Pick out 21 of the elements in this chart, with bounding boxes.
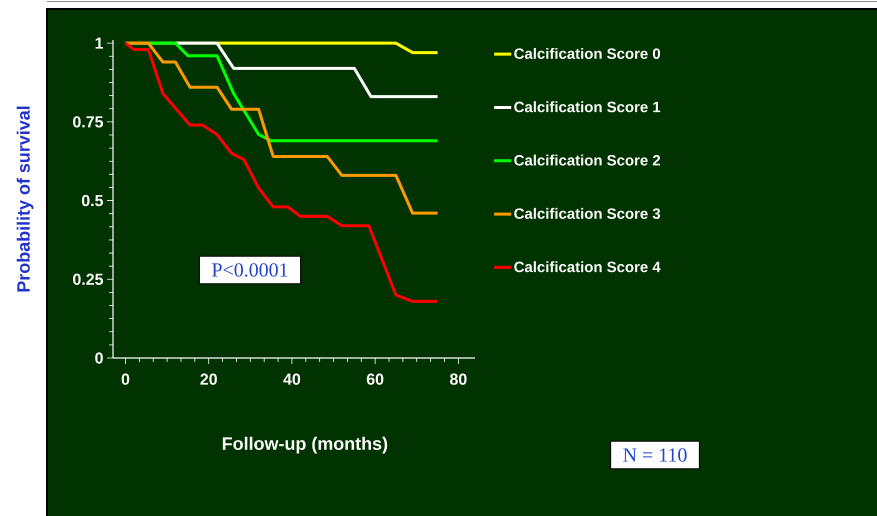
x-tick-label: 40 xyxy=(283,374,300,385)
x-tick-label: 60 xyxy=(366,374,384,385)
y-tick-label: 0.25 xyxy=(73,274,104,285)
text: N = 110 xyxy=(623,448,687,462)
line-series xyxy=(124,42,440,215)
y-tick-label: 0 xyxy=(95,352,103,364)
y-tick-label: 1 xyxy=(96,38,104,49)
x-axis-title: Follow-up (months) xyxy=(222,436,388,454)
x-tick-label: 80 xyxy=(450,374,467,385)
legend-label: Calcification Score 1 xyxy=(514,101,660,112)
legend-label: Calcification Score 3 xyxy=(514,208,660,219)
legend-label: Calcification Score 0 xyxy=(514,48,660,59)
legend-label: Calcification Score 4 xyxy=(514,261,661,272)
y-axis-title: Probability of survival xyxy=(16,106,34,292)
annotation: P<0.0001 xyxy=(212,263,288,277)
y-tick-label: 0.5 xyxy=(82,194,104,206)
line-series xyxy=(124,42,440,303)
x-tick-label: 0 xyxy=(122,374,130,385)
y-tick-label: 0.75 xyxy=(73,116,104,128)
legend-label: Calcification Score 2 xyxy=(514,154,660,166)
x-tick-label: 20 xyxy=(200,374,217,385)
